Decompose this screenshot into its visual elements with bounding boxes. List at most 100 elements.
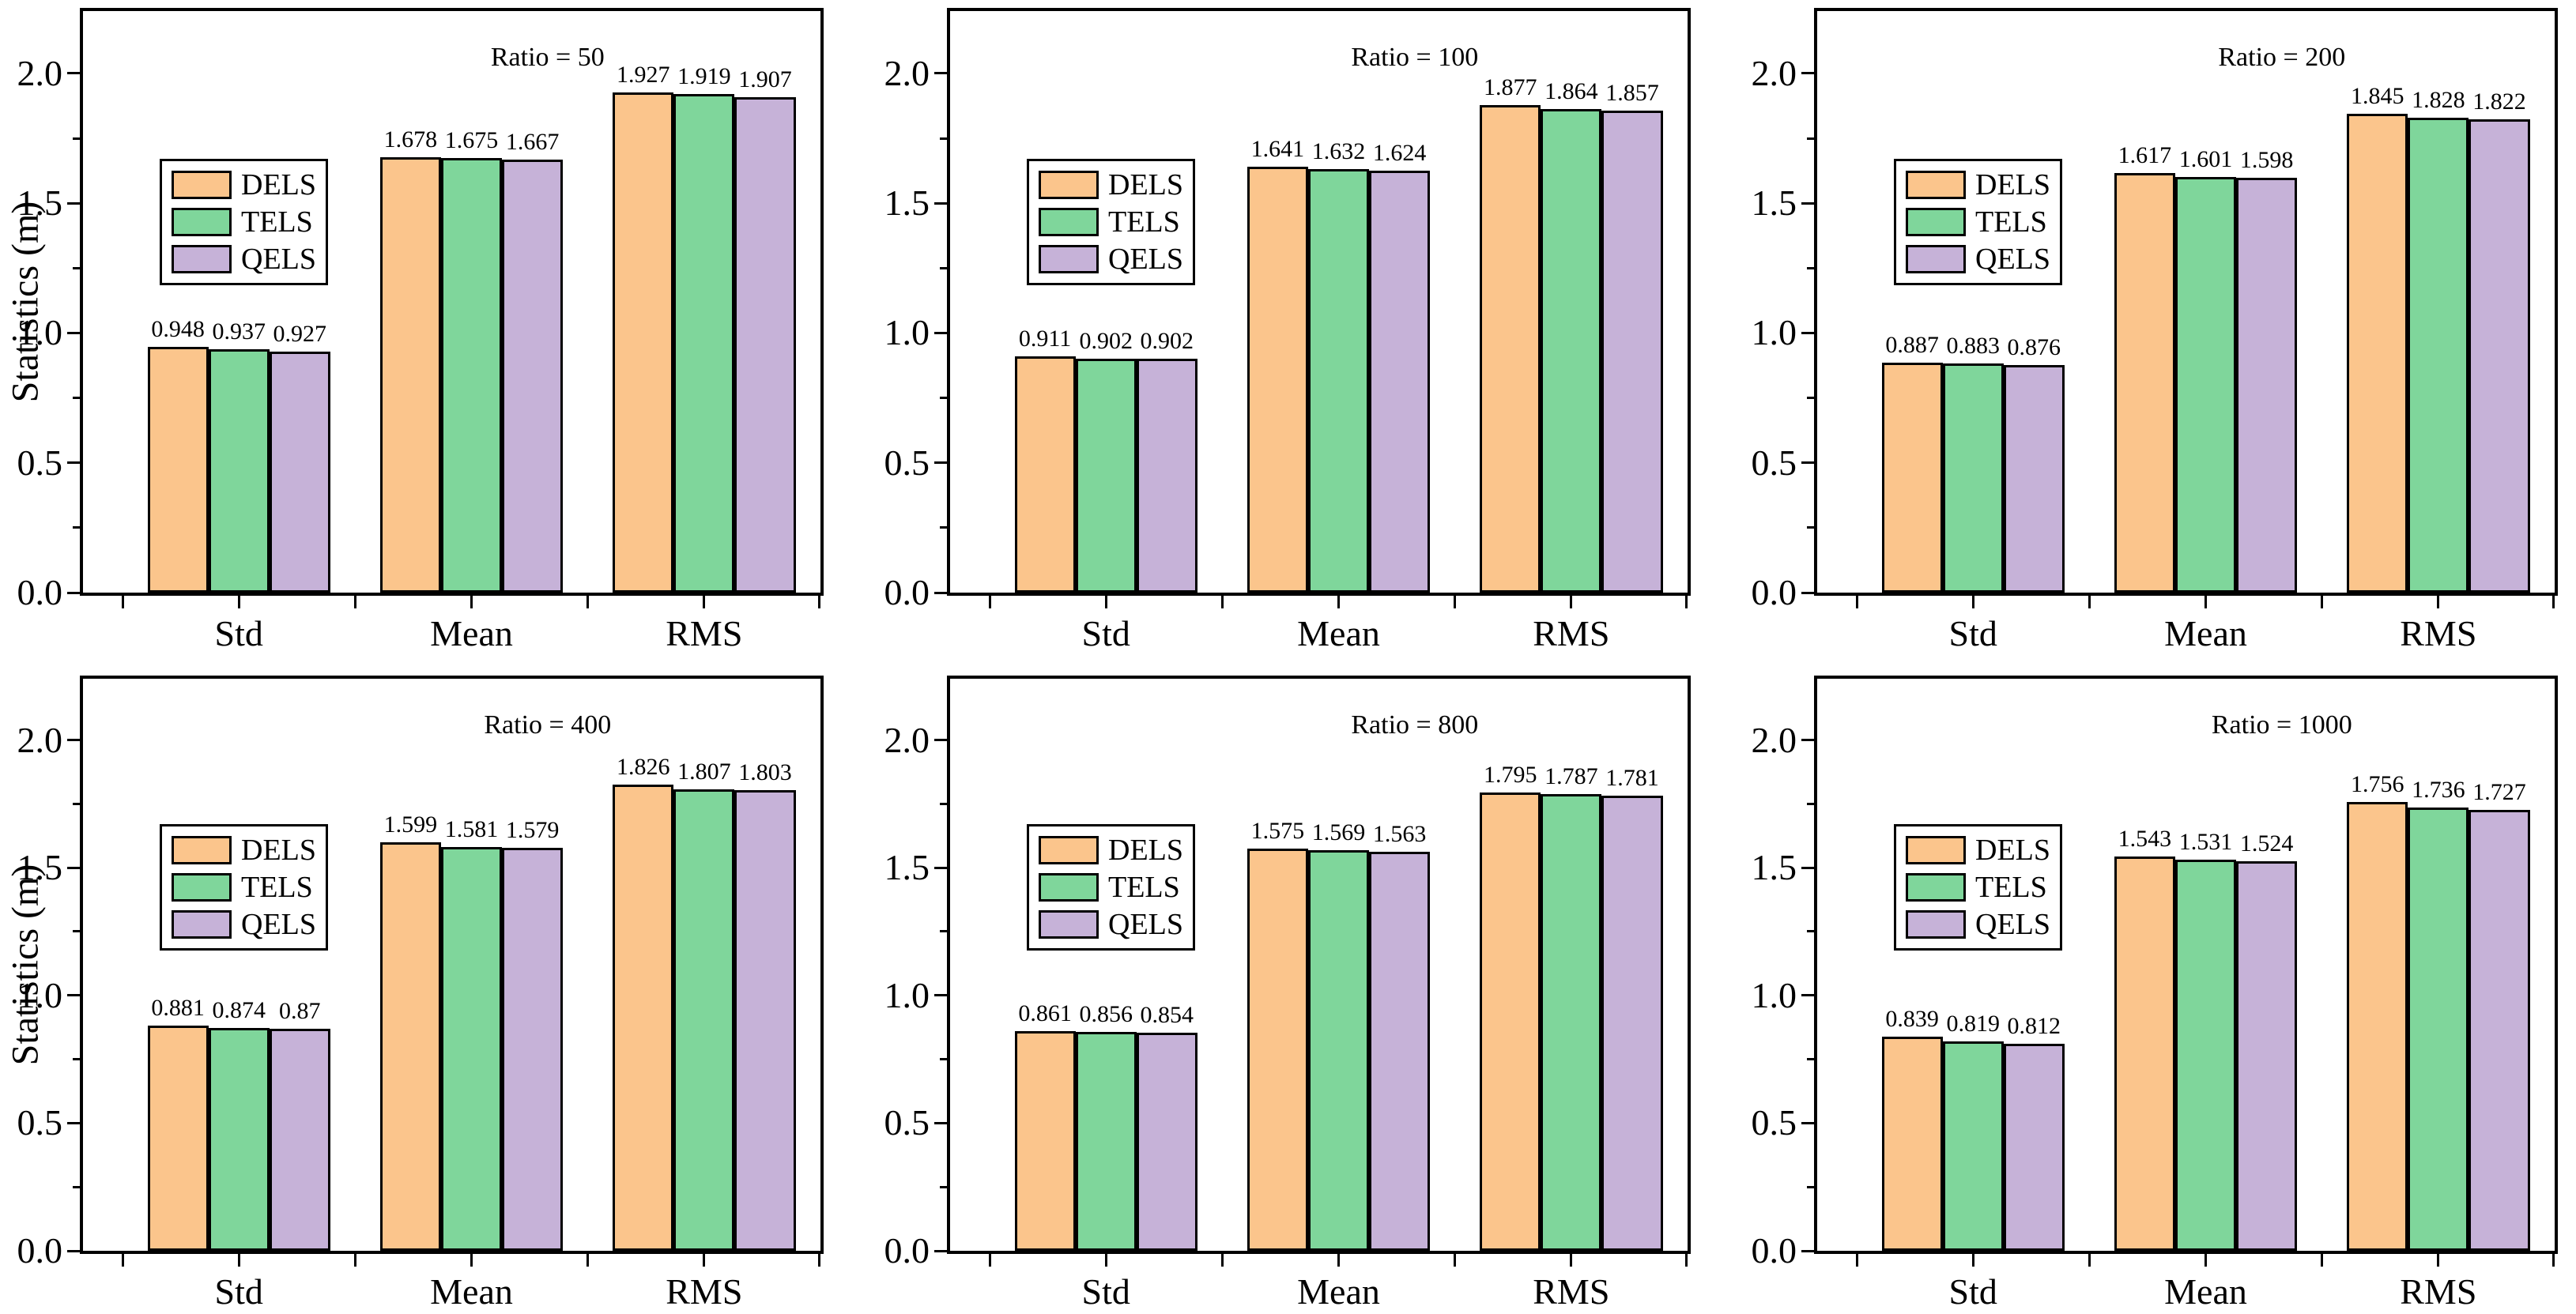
legend-row: TELS [1039,870,1183,905]
bar-qels-rms [1601,796,1663,1251]
plot-area: Ratio = 800 0.0 0.5 1.0 1.5 2.0 Std Mean RMS 0.86… [884,676,1691,1312]
x-axis-tick [1570,1254,1573,1267]
y-axis-minor-tick [940,930,947,933]
bar-qels-std [2003,365,2065,593]
legend-label: DELS [1108,834,1183,867]
subplot-title: Ratio = 800 [1351,710,1479,740]
bar-value-label: 1.807 [677,758,731,785]
legend-swatch-qels [1906,910,1966,939]
bar-dels-rms [2347,113,2408,593]
bar-value-label: 1.599 [383,811,438,838]
legend-label: TELS [1975,871,2047,904]
y-axis-major-tick [934,201,947,205]
y-axis-minor-tick [1807,266,1814,269]
bar-value-label: 0.937 [212,318,266,345]
x-axis-tick [818,1254,820,1267]
x-tick-label: RMS [2400,1271,2477,1312]
bar-value-label: 1.598 [2239,146,2294,173]
y-axis-major-tick [67,461,80,465]
bar-value-label: 0.883 [1946,332,2000,359]
x-tick-label: Mean [1297,613,1380,653]
legend-swatch-qels [172,910,232,939]
bar-dels-rms [613,784,674,1251]
x-axis-tick [703,1254,706,1267]
legend-swatch-qels [172,245,232,273]
x-axis-tick [1454,596,1457,608]
x-tick-label: Mean [1297,1271,1380,1312]
legend: DELS TELS QELS [1027,824,1195,951]
legend-row: TELS [1039,205,1183,239]
bar-dels-mean [2114,857,2175,1251]
legend-label: DELS [1975,168,2050,201]
y-axis-minor-tick [1807,930,1814,933]
legend-swatch-qels [1039,910,1099,939]
x-axis-tick [2437,1254,2440,1267]
y-axis-major-tick [67,739,80,742]
x-tick-label: Mean [2164,1271,2247,1312]
y-tick-label: 2.0 [17,52,63,93]
x-axis-tick [470,1254,473,1267]
x-tick-label: Std [214,1271,263,1312]
bar-value-label: 1.632 [1311,137,1366,164]
bar-tels-mean [440,157,503,593]
subplot-title: Ratio = 100 [1351,43,1479,72]
y-axis-major-tick [934,591,947,594]
y-tick-label: 0.5 [1751,442,1797,483]
y-tick-label: 1.0 [884,974,930,1015]
bar-qels-mean [1369,851,1431,1251]
bar-value-label: 1.826 [616,753,670,780]
bar-dels-rms [613,92,674,593]
bar-qels-rms [1601,110,1663,593]
y-tick-label: 0.5 [884,1102,930,1143]
y-axis-major-tick [1801,72,1814,75]
x-axis-tick [2088,596,2091,608]
legend-swatch-tels [172,873,232,902]
bar-dels-std [1014,1030,1076,1251]
y-tick-label: 2.0 [884,719,930,760]
bar-qels-std [269,352,330,593]
bar-dels-rms [2347,802,2408,1251]
bar-qels-mean [2236,177,2298,593]
y-axis-major-tick [67,866,80,869]
bar-qels-mean [502,160,564,593]
legend-label: QELS [1975,243,2050,276]
y-axis-minor-tick [940,266,947,269]
y-tick-label: 1.5 [17,847,63,888]
bar-value-label: 1.877 [1483,74,1537,101]
legend-label: QELS [1108,243,1183,276]
y-tick-label: 2.0 [1751,719,1797,760]
legend-label: QELS [241,243,316,276]
x-axis-tick [2321,1254,2324,1267]
y-axis-major-tick [1801,994,1814,997]
legend-row: DELS [1039,833,1183,868]
bar-value-label: 0.856 [1079,1001,1133,1028]
bar-tels-rms [1541,108,1602,593]
x-axis-tick [1685,596,1688,608]
y-axis-minor-tick [1807,397,1814,400]
y-axis-major-tick [934,739,947,742]
x-axis-tick [121,1254,124,1267]
y-axis-major-tick [1801,201,1814,205]
bar-qels-mean [1369,171,1431,593]
bar-tels-std [1942,363,2004,593]
y-tick-label: 0.5 [17,1102,63,1143]
legend-row: TELS [1906,205,2050,239]
x-axis-tick [586,596,590,608]
subplot-title: Ratio = 400 [484,710,612,740]
bar-value-label: 0.876 [2007,334,2061,361]
bar-dels-std [147,346,209,593]
x-axis-tick [2321,596,2324,608]
bar-value-label: 1.579 [505,816,560,843]
bar-value-label: 0.874 [212,996,266,1023]
bar-qels-std [1136,358,1197,593]
bar-tels-std [1942,1041,2004,1251]
bar-value-label: 1.575 [1250,817,1305,844]
plot-area: Ratio = 400 0.0 0.5 1.0 1.5 2.0 Std Mean RMS 0.88… [17,676,824,1312]
y-axis-major-tick [67,201,80,205]
y-axis-title-row2: Statistics (m) [4,864,47,1066]
legend-swatch-dels [1039,171,1099,199]
x-tick-label: Mean [2164,613,2247,653]
x-tick-label: Std [1081,613,1130,653]
bar-qels-rms [2469,119,2530,593]
legend-swatch-qels [1039,245,1099,273]
